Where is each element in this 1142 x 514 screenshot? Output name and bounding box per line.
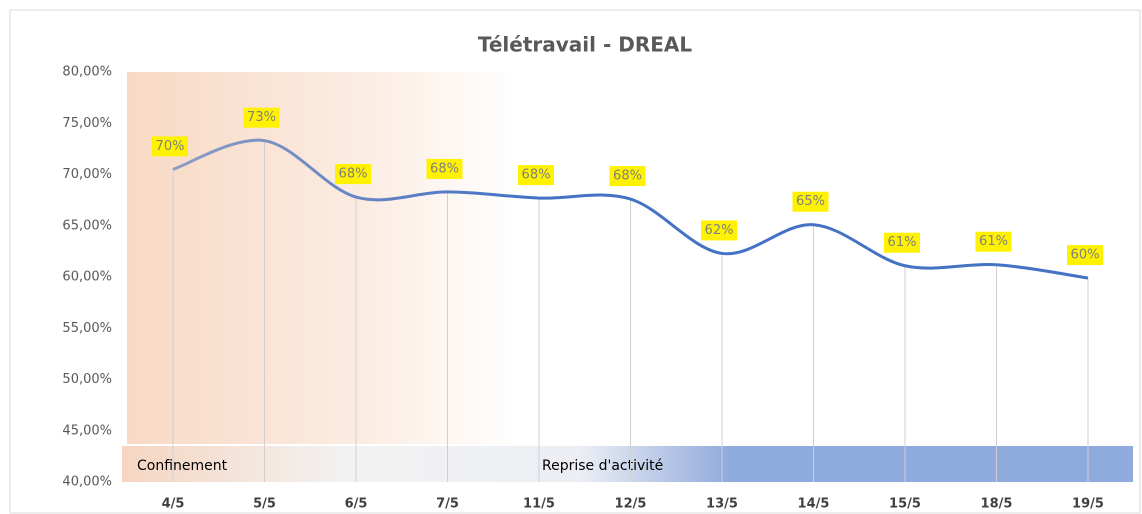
y-tick-label: 40,00% xyxy=(62,475,112,490)
annotation: Reprise d'activité xyxy=(542,458,663,474)
chart-title: Télétravail - DREAL xyxy=(478,33,693,57)
data-label: 61% xyxy=(888,235,917,250)
line xyxy=(172,138,1089,280)
y-tick-label: 45,00% xyxy=(62,423,112,438)
y-tick-label: 60,00% xyxy=(62,270,112,285)
data-label-bg xyxy=(518,165,554,186)
annotation: Confinement xyxy=(137,458,228,474)
y-tick-label: 65,00% xyxy=(62,218,112,233)
data-label-bg xyxy=(243,107,280,128)
data-label: 73% xyxy=(247,110,276,125)
x-tick-label: 14/5 xyxy=(798,497,830,512)
data-label: 70% xyxy=(156,139,185,154)
data-label: 68% xyxy=(430,161,459,176)
x-tick-label: 13/5 xyxy=(706,497,738,512)
data-label: 62% xyxy=(705,223,734,238)
annotation-band xyxy=(122,446,1133,482)
x-tick-label: 6/5 xyxy=(345,497,368,512)
data-label-bg xyxy=(426,158,463,179)
x-tick-label: 4/5 xyxy=(162,497,185,512)
y-tick-label: 55,00% xyxy=(62,321,112,336)
x-tick-label: 7/5 xyxy=(436,497,459,512)
data-label: 68% xyxy=(339,167,368,182)
x-tick-label: 15/5 xyxy=(889,497,921,512)
data-label-bg xyxy=(609,166,646,187)
x-tick-label: 19/5 xyxy=(1072,497,1104,512)
x-tick-label: 5/5 xyxy=(253,497,276,512)
y-tick-label: 75,00% xyxy=(62,116,112,131)
data-label-bg xyxy=(1067,245,1103,266)
data-label-bg xyxy=(884,232,920,253)
data-label: 60% xyxy=(1071,248,1100,263)
x-tick-label: 11/5 xyxy=(523,497,555,512)
data-label-bg xyxy=(152,136,188,157)
data-label: 68% xyxy=(613,169,642,184)
y-tick-label: 70,00% xyxy=(62,167,112,182)
plot-shading xyxy=(127,72,517,444)
data-label: 61% xyxy=(979,234,1008,249)
x-tick-label: 12/5 xyxy=(615,497,647,512)
data-label: 65% xyxy=(796,194,825,209)
data-label-bg xyxy=(701,220,737,241)
data-label-bg xyxy=(975,231,1012,252)
chart-frame xyxy=(9,9,1141,514)
x-tick-label: 18/5 xyxy=(981,497,1013,512)
data-label-bg xyxy=(792,191,829,212)
y-tick-label: 80,00% xyxy=(62,65,112,80)
y-tick-label: 50,00% xyxy=(62,372,112,387)
data-label: 68% xyxy=(522,168,551,183)
data-label-bg xyxy=(335,164,371,185)
